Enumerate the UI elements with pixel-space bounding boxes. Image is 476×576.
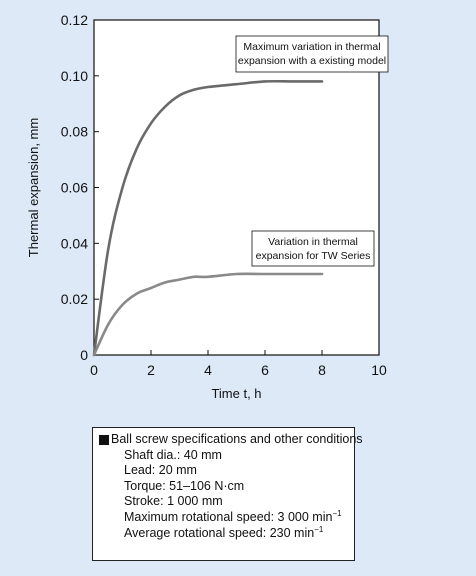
x-tick-label: 2 [147, 362, 155, 378]
spec-item: Average rotational speed: 230 min−1 [124, 524, 324, 540]
y-tick-label: 0 [80, 347, 88, 363]
x-tick-label: 6 [261, 362, 269, 378]
annotation-text: Maximum variation in thermal [243, 41, 380, 53]
x-tick-label: 0 [90, 362, 98, 378]
y-tick-label: 0.10 [61, 68, 88, 84]
annotation-box [251, 230, 375, 267]
spec-item: Shaft dia.: 40 mm [124, 447, 222, 462]
spec-item: Stroke: 1 000 mm [124, 494, 223, 509]
x-tick-label: 4 [204, 362, 212, 378]
x-axis-title: Time t, h [211, 386, 261, 401]
specifications-title: Ball screw specifications and other cond… [111, 432, 363, 446]
y-tick-label: 0.02 [61, 291, 88, 307]
spec-item: Torque: 51–106 N·cm [124, 478, 245, 493]
series-line-tw [92, 272, 324, 357]
plot-area [93, 19, 380, 356]
annotation-text: expansion for TW Series [256, 250, 371, 262]
annotation-box [235, 35, 389, 73]
annotation-text: Variation in thermal [268, 236, 358, 248]
annotation-text: expansion with a existing model [238, 55, 386, 67]
axes: 0 2 4 6 8 10 0 0.02 0.04 0.06 0.08 0.10 0.12 Time t, … [26, 12, 387, 401]
annotations: Maximum variation in thermal expansion wi… [235, 35, 389, 267]
square-bullet-icon [99, 434, 109, 445]
y-tick-label: 0.12 [61, 12, 88, 28]
y-tick-label: 0.04 [61, 235, 88, 251]
x-tick-label: 10 [371, 362, 387, 378]
specifications-title-row: Ball screw specifications and other cond… [99, 432, 363, 448]
y-axis-title: Thermal expansion, mm [26, 118, 41, 257]
specifications-box: Ball screw specifications and other cond… [92, 427, 363, 561]
spec-item: Lead: 20 mm [124, 463, 197, 478]
annotation-existing: Maximum variation in thermal expansion wi… [235, 35, 389, 73]
y-tick-label: 0.08 [61, 124, 88, 140]
spec-item: Maximum rotational speed: 3 000 min−1 [124, 508, 342, 524]
series-line-existing [92, 79, 324, 357]
x-tick-label: 8 [318, 362, 326, 378]
series-lines [92, 79, 324, 357]
thermal-expansion-chart: 0 2 4 6 8 10 0 0.02 0.04 0.06 0.08 0.10 0.12 Time t, … [26, 12, 389, 401]
annotation-tw: Variation in thermal expansion for TW Ser… [251, 230, 375, 267]
y-tick-label: 0.06 [61, 180, 88, 196]
